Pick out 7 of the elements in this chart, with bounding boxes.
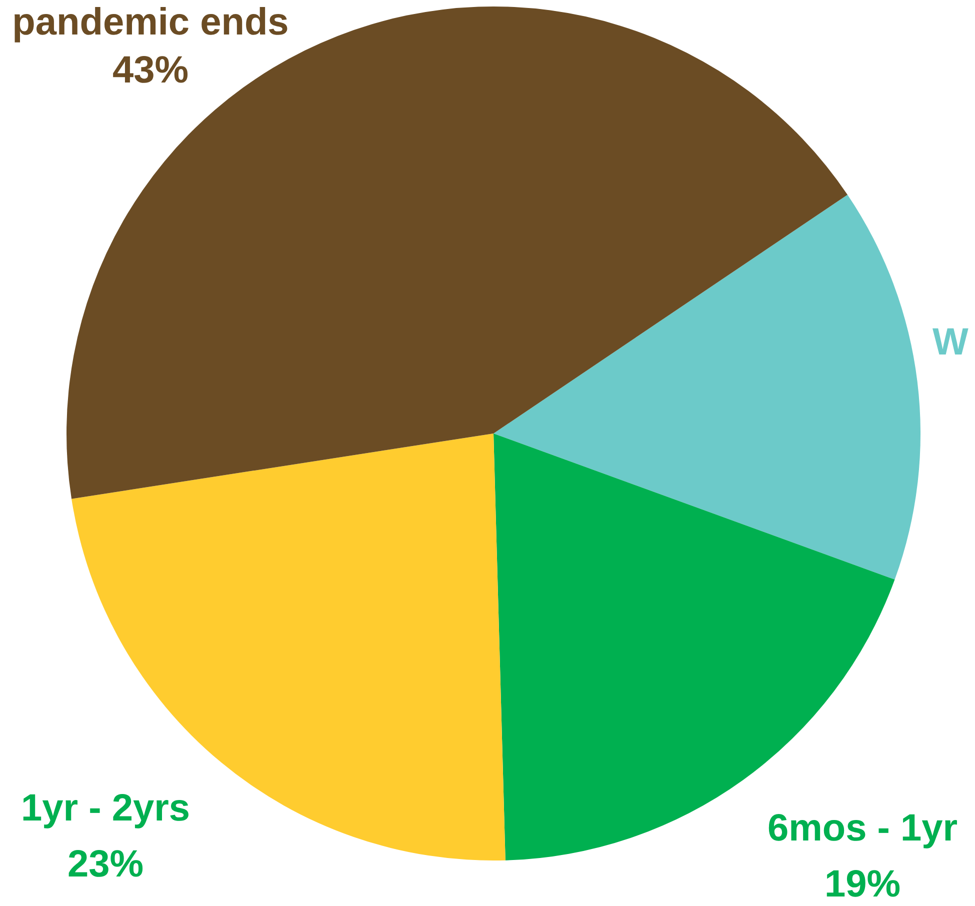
slice-label: 1yr - 2yrs	[20, 788, 190, 830]
slice-label: pandemic ends	[12, 2, 289, 44]
data-label: 23%	[67, 844, 144, 886]
slice-label: W	[932, 322, 968, 364]
data-label: 43%	[112, 50, 189, 92]
slice-label: 6mos - 1yr	[767, 808, 958, 850]
data-label: 19%	[824, 864, 901, 906]
